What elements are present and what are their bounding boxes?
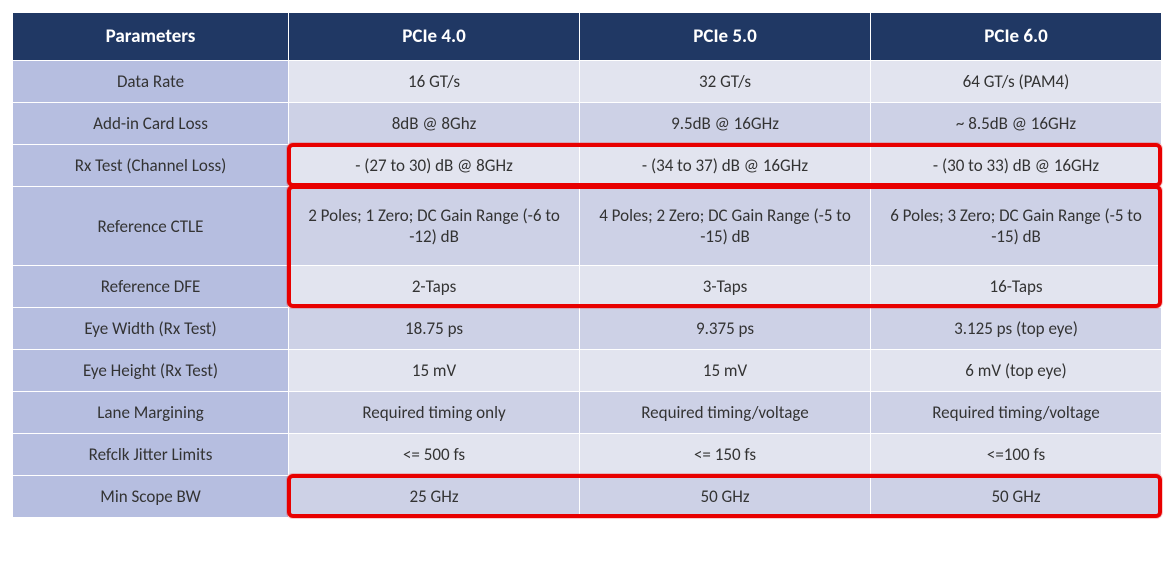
value-cell: 18.75 ps: [289, 308, 580, 350]
value-cell: <= 150 fs: [580, 434, 871, 476]
param-cell: Refclk Jitter Limits: [13, 434, 289, 476]
param-cell: Rx Test (Channel Loss): [13, 145, 289, 187]
value-cell: <=100 fs: [871, 434, 1162, 476]
table-row: Add-in Card Loss 8dB @ 8Ghz 9.5dB @ 16GH…: [13, 103, 1162, 145]
table-body: Data Rate 16 GT/s 32 GT/s 64 GT/s (PAM4)…: [13, 61, 1162, 518]
value-cell: 6 Poles; 3 Zero; DC Gain Range (-5 to -1…: [871, 187, 1162, 266]
value-cell: 9.375 ps: [580, 308, 871, 350]
value-cell: 3-Taps: [580, 266, 871, 308]
value-cell: Required timing only: [289, 392, 580, 434]
param-cell: Reference CTLE: [13, 187, 289, 266]
param-cell: Lane Margining: [13, 392, 289, 434]
pcie-comparison-table-wrap: Parameters PCIe 4.0 PCIe 5.0 PCIe 6.0 Da…: [12, 12, 1162, 518]
value-cell: 8dB @ 8Ghz: [289, 103, 580, 145]
pcie-comparison-table: Parameters PCIe 4.0 PCIe 5.0 PCIe 6.0 Da…: [12, 12, 1162, 518]
table-row: Data Rate 16 GT/s 32 GT/s 64 GT/s (PAM4): [13, 61, 1162, 103]
table-row: Reference DFE 2-Taps 3-Taps 16-Taps: [13, 266, 1162, 308]
header-pcie5: PCIe 5.0: [580, 13, 871, 61]
value-cell: Required timing/voltage: [871, 392, 1162, 434]
param-cell: Eye Width (Rx Test): [13, 308, 289, 350]
param-cell: Eye Height (Rx Test): [13, 350, 289, 392]
value-cell: - (27 to 30) dB @ 8GHz: [289, 145, 580, 187]
value-cell: 15 mV: [580, 350, 871, 392]
param-cell: Min Scope BW: [13, 476, 289, 518]
value-cell: 4 Poles; 2 Zero; DC Gain Range (-5 to -1…: [580, 187, 871, 266]
param-cell: Reference DFE: [13, 266, 289, 308]
header-pcie6: PCIe 6.0: [871, 13, 1162, 61]
value-cell: 16 GT/s: [289, 61, 580, 103]
value-cell: 2 Poles; 1 Zero; DC Gain Range (-6 to -1…: [289, 187, 580, 266]
value-cell: - (30 to 33) dB @ 16GHz: [871, 145, 1162, 187]
value-cell: 32 GT/s: [580, 61, 871, 103]
table-row: Lane Margining Required timing only Requ…: [13, 392, 1162, 434]
value-cell: <= 500 fs: [289, 434, 580, 476]
value-cell: 64 GT/s (PAM4): [871, 61, 1162, 103]
value-cell: 50 GHz: [580, 476, 871, 518]
value-cell: 50 GHz: [871, 476, 1162, 518]
header-row: Parameters PCIe 4.0 PCIe 5.0 PCIe 6.0: [13, 13, 1162, 61]
param-cell: Add-in Card Loss: [13, 103, 289, 145]
value-cell: 6 mV (top eye): [871, 350, 1162, 392]
table-row: Reference CTLE 2 Poles; 1 Zero; DC Gain …: [13, 187, 1162, 266]
value-cell: 3.125 ps (top eye): [871, 308, 1162, 350]
param-cell: Data Rate: [13, 61, 289, 103]
value-cell: 9.5dB @ 16GHz: [580, 103, 871, 145]
table-row: Min Scope BW 25 GHz 50 GHz 50 GHz: [13, 476, 1162, 518]
table-row: Rx Test (Channel Loss) - (27 to 30) dB @…: [13, 145, 1162, 187]
header-parameters: Parameters: [13, 13, 289, 61]
value-cell: 25 GHz: [289, 476, 580, 518]
table-row: Eye Height (Rx Test) 15 mV 15 mV 6 mV (t…: [13, 350, 1162, 392]
value-cell: 16-Taps: [871, 266, 1162, 308]
value-cell: 15 mV: [289, 350, 580, 392]
value-cell: - (34 to 37) dB @ 16GHz: [580, 145, 871, 187]
table-row: Eye Width (Rx Test) 18.75 ps 9.375 ps 3.…: [13, 308, 1162, 350]
value-cell: Required timing/voltage: [580, 392, 871, 434]
value-cell: 2-Taps: [289, 266, 580, 308]
table-row: Refclk Jitter Limits <= 500 fs <= 150 fs…: [13, 434, 1162, 476]
value-cell: ~ 8.5dB @ 16GHz: [871, 103, 1162, 145]
header-pcie4: PCIe 4.0: [289, 13, 580, 61]
